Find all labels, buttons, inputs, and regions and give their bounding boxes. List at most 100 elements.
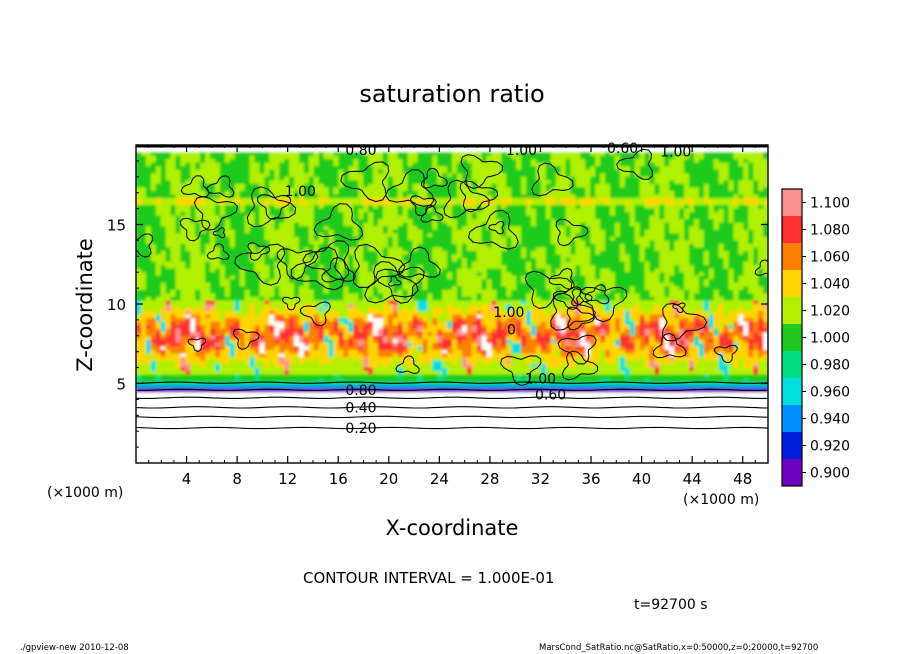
field-cell — [274, 258, 280, 263]
field-cell — [639, 212, 646, 217]
field-cell — [165, 265, 172, 270]
field-cell — [150, 152, 157, 157]
field-cell — [407, 148, 414, 153]
field-cell — [718, 183, 725, 188]
field-cell — [669, 275, 675, 280]
field-cell — [279, 219, 285, 224]
field-cell — [605, 275, 611, 280]
field-cell — [471, 180, 478, 185]
field-cell — [274, 152, 280, 157]
field-cell — [738, 268, 744, 273]
field-cell — [718, 205, 725, 210]
field-cell — [417, 183, 423, 188]
field-cell — [308, 194, 315, 199]
field-cell — [540, 187, 547, 192]
field-cell — [585, 159, 591, 164]
field-cell — [239, 261, 246, 266]
field-cell — [723, 162, 730, 167]
field-cell — [560, 159, 567, 164]
field-cell — [748, 208, 754, 213]
field-cell — [165, 180, 172, 185]
field-cell — [590, 219, 596, 224]
field-cell — [703, 219, 710, 224]
field-cell — [224, 169, 231, 174]
field-cell — [540, 222, 547, 227]
field-cell — [535, 194, 542, 199]
field-cell — [600, 176, 606, 181]
field-cell — [555, 222, 562, 227]
field-cell — [392, 159, 399, 164]
field-cell — [239, 215, 246, 220]
field-cell — [723, 251, 730, 256]
field-cell — [422, 162, 428, 167]
field-cell — [215, 243, 221, 249]
field-cell — [200, 198, 206, 203]
field-cell — [279, 187, 285, 192]
field-cell — [595, 212, 601, 217]
field-cell — [318, 198, 325, 203]
field-cell — [387, 183, 394, 188]
field-cell — [407, 265, 414, 270]
field-cell — [210, 226, 216, 231]
field-cell — [585, 233, 591, 238]
field-cell — [565, 229, 572, 234]
field-cell — [461, 208, 468, 213]
field-cell — [254, 159, 261, 164]
field-cell — [195, 201, 201, 206]
field-cell — [387, 247, 394, 252]
field-cell — [259, 275, 265, 280]
field-cell — [506, 212, 512, 217]
field-cell — [516, 176, 522, 181]
field-cell — [535, 148, 542, 153]
field-cell — [294, 194, 300, 199]
field-cell — [659, 169, 665, 174]
field-cell — [614, 183, 621, 188]
field-cell — [377, 240, 384, 245]
field-cell — [452, 247, 458, 252]
field-cell — [373, 166, 379, 171]
field-cell — [279, 190, 285, 196]
field-cell — [387, 275, 394, 280]
field-cell — [560, 219, 567, 224]
field-cell — [239, 180, 246, 185]
field-cell — [180, 279, 186, 284]
field-cell — [753, 243, 759, 249]
field-cell — [723, 279, 730, 284]
field-cell — [511, 201, 517, 206]
field-cell — [526, 187, 532, 192]
field-cell — [136, 212, 142, 217]
field-cell — [175, 247, 182, 252]
field-cell — [298, 258, 305, 263]
field-cell — [634, 265, 641, 270]
field-cell — [437, 240, 443, 245]
field-cell — [526, 152, 532, 157]
field-cell — [274, 155, 280, 160]
field-cell — [358, 180, 364, 185]
field-cell — [175, 205, 182, 210]
field-cell — [693, 265, 700, 270]
field-cell — [550, 258, 557, 263]
field-cell — [693, 261, 700, 266]
field-cell — [708, 272, 715, 277]
field-cell — [565, 254, 572, 259]
field-cell — [624, 265, 631, 270]
field-cell — [728, 215, 735, 220]
field-cell — [723, 205, 730, 210]
field-cell — [308, 219, 315, 224]
field-cell — [763, 243, 768, 249]
field-cell — [145, 201, 152, 206]
field-cell — [313, 247, 320, 252]
field-cell — [501, 155, 507, 160]
field-cell — [605, 190, 611, 196]
field-cell — [496, 152, 502, 157]
field-cell — [501, 180, 507, 185]
field-cell — [308, 176, 315, 181]
field-cell — [649, 152, 656, 157]
field-cell — [753, 162, 759, 167]
field-cell — [491, 251, 498, 256]
field-cell — [160, 251, 167, 256]
field-cell — [535, 169, 542, 174]
field-cell — [624, 243, 631, 249]
field-cell — [387, 229, 394, 234]
field-cell — [328, 240, 335, 245]
